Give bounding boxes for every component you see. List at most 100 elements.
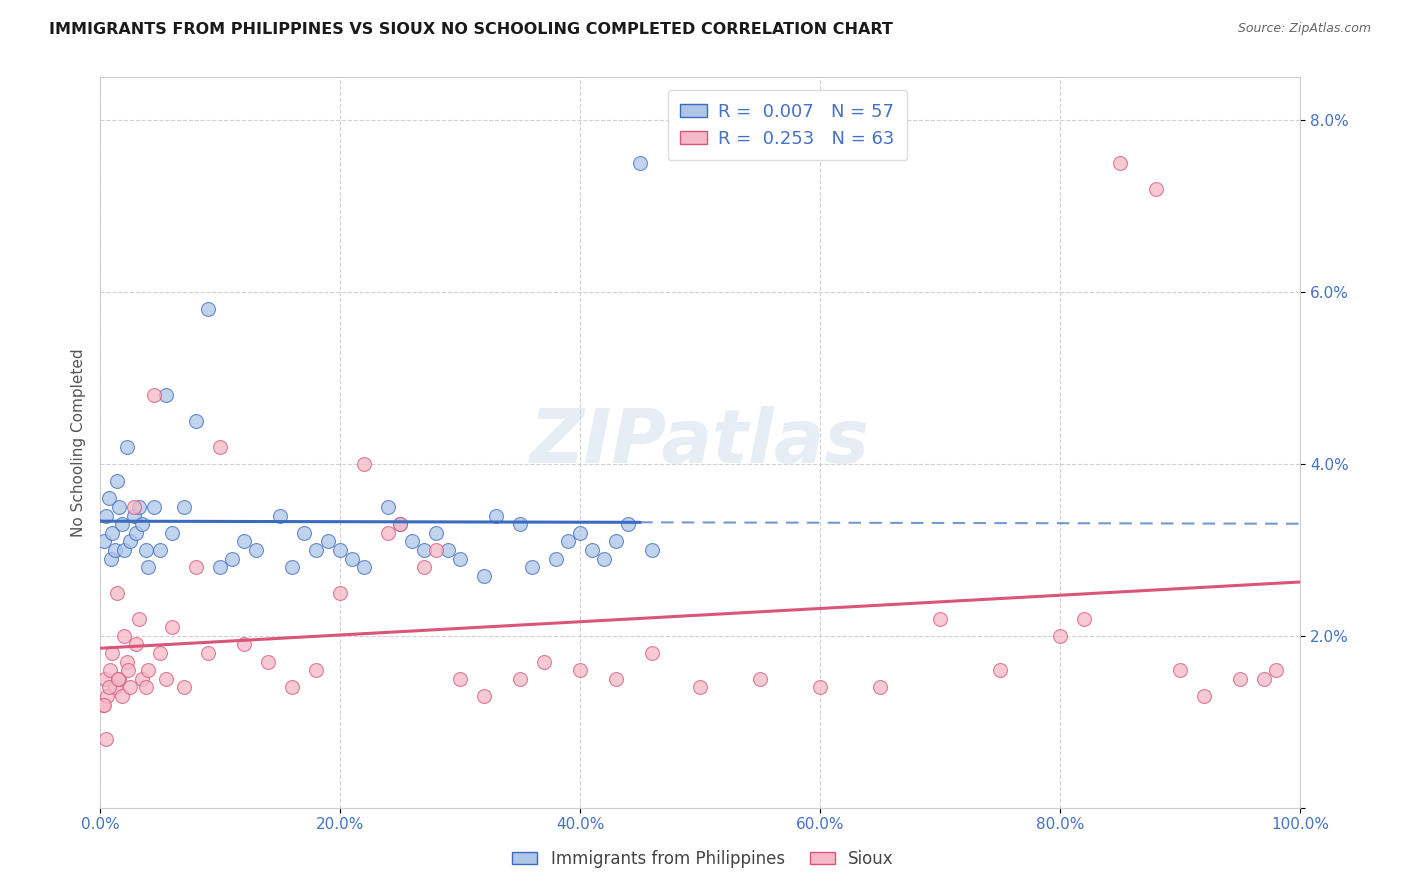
Point [472, 568, 495, 582]
Point [581, 543, 603, 558]
Point [425, 525, 447, 540]
Point [122, 508, 145, 523]
Point [641, 543, 664, 558]
Point [105, 586, 128, 600]
Point [97, 491, 120, 506]
Point [101, 646, 124, 660]
Point [281, 560, 304, 574]
Point [340, 551, 363, 566]
Point [425, 543, 447, 558]
Point [401, 534, 423, 549]
Point [173, 500, 195, 514]
Point [197, 302, 219, 317]
Point [155, 672, 177, 686]
Point [605, 672, 627, 686]
Point [389, 517, 412, 532]
Point [305, 663, 328, 677]
Point [111, 517, 134, 532]
Point [108, 500, 131, 514]
Point [509, 517, 531, 532]
Point [96, 689, 118, 703]
Point [808, 681, 831, 695]
Point [257, 655, 280, 669]
Point [94, 672, 117, 686]
Point [628, 156, 651, 170]
Point [136, 663, 159, 677]
Point [135, 543, 157, 558]
Point [1192, 689, 1215, 703]
Point [1109, 156, 1132, 170]
Point [128, 500, 150, 514]
Point [472, 689, 495, 703]
Point [1229, 672, 1251, 686]
Point [122, 500, 145, 514]
Point [449, 551, 471, 566]
Point [1144, 182, 1167, 196]
Point [389, 517, 412, 532]
Point [533, 655, 555, 669]
Point [437, 543, 460, 558]
Point [377, 500, 399, 514]
Point [305, 543, 328, 558]
Point [112, 629, 135, 643]
Point [557, 534, 579, 549]
Text: IMMIGRANTS FROM PHILIPPINES VS SIOUX NO SCHOOLING COMPLETED CORRELATION CHART: IMMIGRANTS FROM PHILIPPINES VS SIOUX NO … [49, 22, 893, 37]
Point [131, 672, 153, 686]
Point [131, 517, 153, 532]
Point [689, 681, 711, 695]
Point [149, 646, 172, 660]
Point [91, 698, 114, 712]
Point [413, 560, 436, 574]
Point [1168, 663, 1191, 677]
Point [160, 620, 183, 634]
Point [112, 543, 135, 558]
Point [749, 672, 772, 686]
Point [988, 663, 1011, 677]
Point [125, 525, 148, 540]
Point [281, 681, 304, 695]
Point [98, 663, 121, 677]
Point [520, 560, 543, 574]
Point [160, 525, 183, 540]
Point [329, 586, 352, 600]
Point [105, 474, 128, 488]
Point [617, 517, 640, 532]
Point [120, 534, 142, 549]
Point [485, 508, 508, 523]
Point [115, 440, 138, 454]
Point [184, 560, 207, 574]
Point [546, 551, 568, 566]
Y-axis label: No Schooling Completed: No Schooling Completed [72, 348, 86, 537]
Point [184, 414, 207, 428]
Point [269, 508, 291, 523]
Point [149, 543, 172, 558]
Point [143, 500, 166, 514]
Point [107, 672, 129, 686]
Point [329, 543, 352, 558]
Point [353, 457, 375, 471]
Point [93, 534, 115, 549]
Point [1265, 663, 1288, 677]
Point [103, 543, 125, 558]
Point [1049, 629, 1071, 643]
Point [136, 560, 159, 574]
Point [209, 440, 232, 454]
Point [869, 681, 891, 695]
Legend: Immigrants from Philippines, Sioux: Immigrants from Philippines, Sioux [506, 844, 900, 875]
Point [569, 525, 592, 540]
Point [353, 560, 375, 574]
Point [135, 681, 157, 695]
Point [94, 731, 117, 746]
Point [1073, 612, 1095, 626]
Point [569, 663, 592, 677]
Point [413, 543, 436, 558]
Point [173, 681, 195, 695]
Point [94, 508, 117, 523]
Point [100, 551, 122, 566]
Point [117, 663, 139, 677]
Point [120, 681, 142, 695]
Legend: R =  0.007   N = 57, R =  0.253   N = 63: R = 0.007 N = 57, R = 0.253 N = 63 [668, 90, 907, 161]
Point [155, 388, 177, 402]
Point [143, 388, 166, 402]
Point [233, 637, 256, 651]
